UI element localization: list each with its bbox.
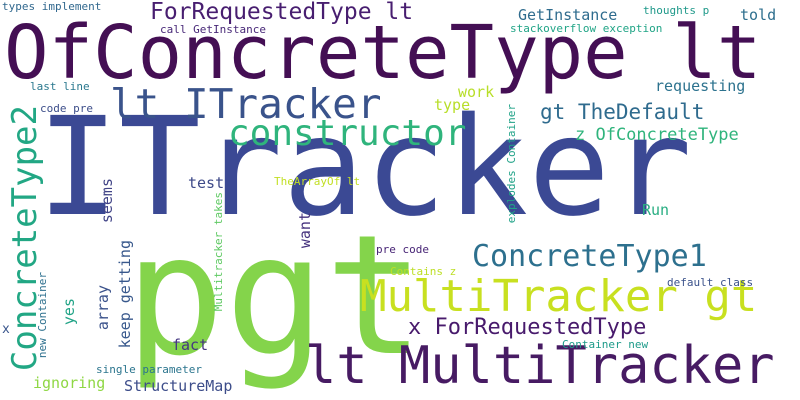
word-seems: seems xyxy=(98,178,116,224)
word-container-new: Container new xyxy=(562,338,649,351)
word-thoughts-p: thoughts p xyxy=(643,4,710,17)
word-requesting: requesting xyxy=(655,77,746,95)
word-pgt: pgt xyxy=(125,200,425,393)
word-new-container: new Container xyxy=(36,272,49,359)
word-stackoverflow-exception: stackoverflow exception xyxy=(510,22,663,35)
word-code-pre: code pre xyxy=(40,102,93,115)
word-gt-thedefault: gt TheDefault xyxy=(540,100,705,124)
word-explodes-container: explodes Container xyxy=(505,104,518,224)
word-test: test xyxy=(188,174,225,192)
word-yes: yes xyxy=(60,298,78,326)
word-last-line: last line xyxy=(30,80,90,93)
word-fact: fact xyxy=(172,336,209,354)
word-x: x xyxy=(2,322,10,337)
word-pre-code: pre code xyxy=(376,243,429,256)
word-structuremap: StructureMap xyxy=(124,377,233,395)
word-ofconcretetype-lt: OfConcreteType lt xyxy=(4,10,762,96)
word-constructor: constructor xyxy=(228,113,467,154)
word-want: want xyxy=(296,212,314,249)
word-told: told xyxy=(740,6,777,24)
word-itracker: ITracker xyxy=(37,89,693,247)
word-array: array xyxy=(94,285,112,331)
word-single-parameter: single parameter xyxy=(96,363,202,376)
word-default-class: default class xyxy=(667,276,754,289)
word-forrequestedtype-lt: ForRequestedType lt xyxy=(150,0,414,25)
word-multitracker-takes: Multitracker takes xyxy=(212,192,225,312)
word-lt-itracker: lt ITracker xyxy=(110,80,382,128)
word-getinstance: GetInstance xyxy=(518,6,618,24)
word-types-implement: types implement xyxy=(2,0,102,13)
word-run: Run xyxy=(642,201,670,219)
word-z-ofconcretetype: z OfConcreteType xyxy=(575,125,739,145)
word-concretetype1: ConcreteType1 xyxy=(472,239,707,274)
word-x-forrequestedtype: x ForRequestedType xyxy=(408,315,647,340)
word-type: type xyxy=(434,96,471,114)
word-keep-getting: keep getting xyxy=(116,240,134,349)
word-call-getinstance: call GetInstance xyxy=(160,23,266,36)
word-contains-z: Contains z xyxy=(390,265,457,278)
word-ignoring: ignoring xyxy=(33,374,106,392)
word-lt-multitracker: lt MultiTracker xyxy=(305,336,775,396)
word-multitracker-gt: MultiTracker gt xyxy=(360,271,758,322)
word-work: work xyxy=(458,83,495,101)
word-thearrayof-lt: TheArrayOf lt xyxy=(274,175,361,188)
